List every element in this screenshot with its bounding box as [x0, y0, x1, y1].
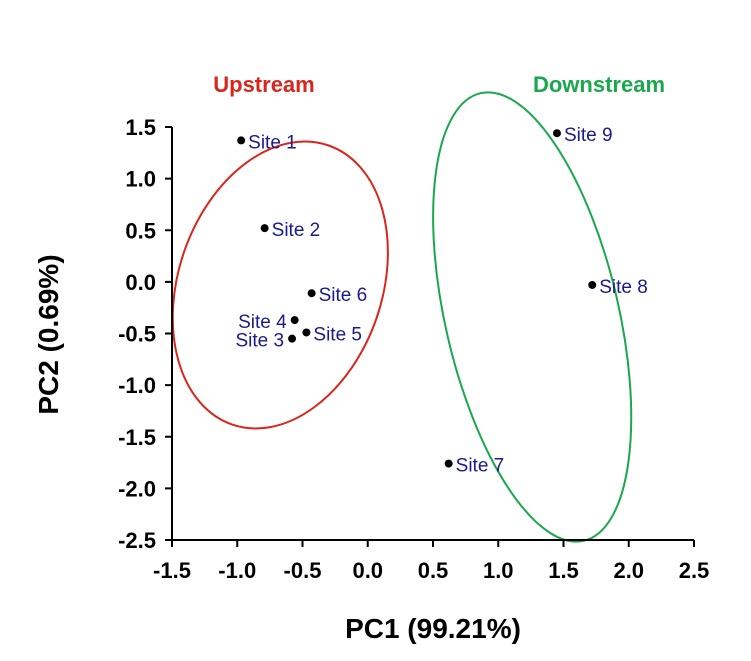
x-tick-label: 2.0	[613, 558, 644, 583]
data-point	[260, 224, 269, 233]
point-label: Site 3	[235, 331, 284, 352]
y-tick-label: -1.0	[118, 373, 156, 398]
group-label-upstream: Upstream	[213, 72, 314, 97]
y-tick-label: -0.5	[118, 322, 156, 347]
data-points	[237, 129, 597, 468]
x-tick-label: -1.5	[153, 558, 191, 583]
point-label: Site 4	[238, 312, 287, 333]
data-point	[552, 129, 561, 138]
y-tick-label: -2.0	[118, 476, 156, 501]
group-ellipse-upstream	[171, 140, 389, 430]
data-point	[444, 459, 453, 468]
point-label: Site 6	[319, 285, 368, 306]
group-labels: Upstream Downstream	[213, 72, 665, 97]
data-point	[288, 334, 297, 343]
x-tick-label: 0.5	[418, 558, 449, 583]
data-point	[588, 280, 597, 289]
x-ticks: -1.5 -1.0 -0.5 0.0 0.5 1.0 1.5 2.0 2.5	[153, 540, 709, 583]
x-tick-label: 1.5	[548, 558, 579, 583]
x-tick-label: 0.0	[352, 558, 383, 583]
axes: -1.5 -1.0 -0.5 0.0 0.5 1.0 1.5 2.0 2.5 1.5 1.0 0.5…	[118, 115, 709, 583]
point-label: Site 5	[313, 324, 362, 345]
y-tick-label: 0.0	[125, 270, 156, 295]
point-label: Site 1	[248, 132, 297, 153]
data-point	[307, 289, 316, 298]
group-ellipses	[171, 91, 633, 543]
x-tick-label: -0.5	[284, 558, 322, 583]
data-point	[302, 328, 311, 337]
y-axis-title: PC2 (0.69%)	[33, 254, 64, 414]
x-tick-label: 2.5	[679, 558, 710, 583]
data-point	[237, 136, 246, 145]
x-axis-title: PC1 (99.21%)	[345, 613, 521, 644]
y-tick-label: 1.0	[125, 167, 156, 192]
point-label: Site 7	[456, 456, 505, 477]
y-tick-label: -2.5	[118, 528, 156, 553]
point-label: Site 8	[599, 277, 648, 298]
point-label: Site 9	[564, 125, 613, 146]
data-point	[290, 316, 299, 325]
x-tick-label: -1.0	[218, 558, 256, 583]
y-tick-label: 1.5	[125, 115, 156, 140]
y-tick-label: 0.5	[125, 218, 156, 243]
group-label-downstream: Downstream	[533, 72, 665, 97]
point-label: Site 2	[272, 220, 321, 241]
x-tick-label: 1.0	[483, 558, 514, 583]
y-tick-label: -1.5	[118, 425, 156, 450]
group-ellipse-downstream	[432, 91, 633, 543]
y-ticks: 1.5 1.0 0.5 0.0 -0.5 -1.0 -1.5 -2.0 -2.5	[118, 115, 172, 553]
